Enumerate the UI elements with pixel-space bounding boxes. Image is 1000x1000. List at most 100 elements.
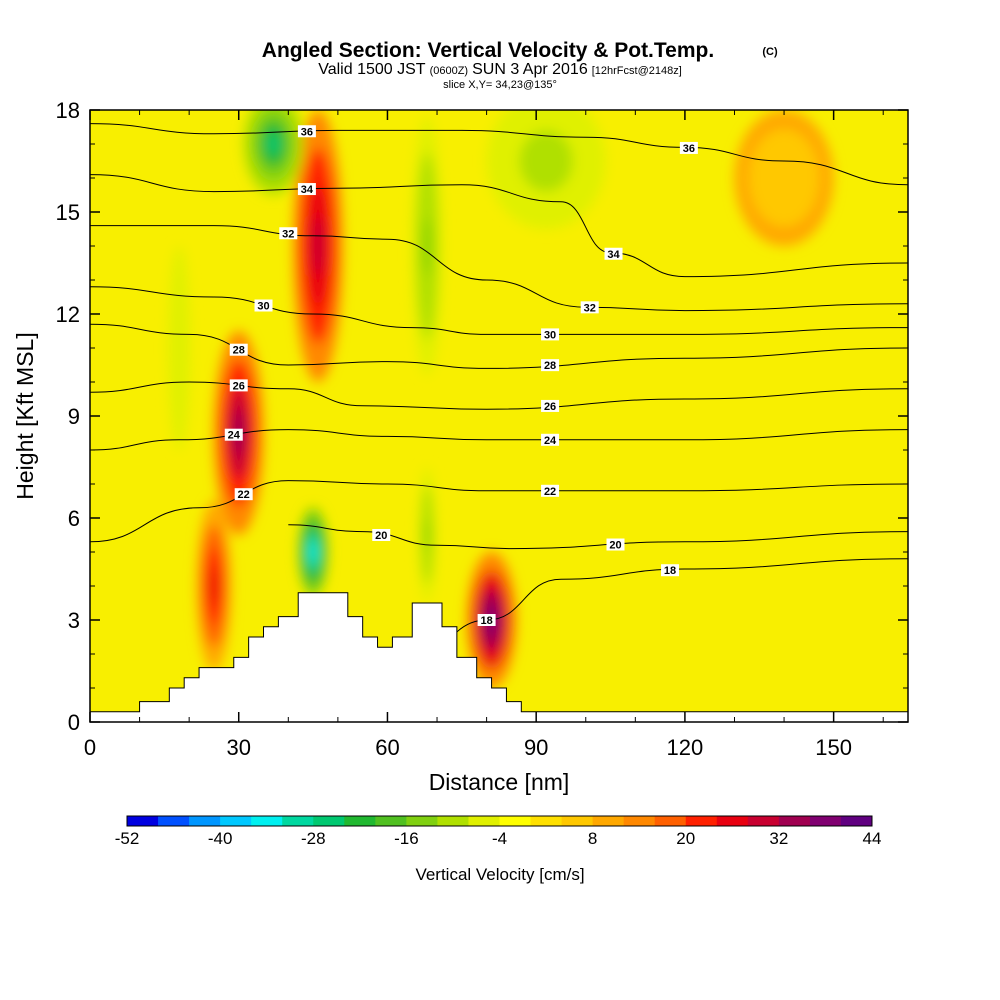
colorbar-swatch	[778, 816, 811, 826]
colorbar-swatch	[809, 816, 842, 826]
chart-title: Angled Section: Vertical Velocity & Pot.…	[262, 39, 778, 62]
theta-contour-label-text: 28	[233, 345, 245, 357]
theta-contour-label-text: 22	[238, 489, 250, 501]
theta-contour-label-text: 36	[301, 126, 313, 138]
theta-contour-label: 18	[661, 564, 680, 577]
theta-contour-label: 36	[679, 141, 698, 155]
theta-contour-36	[90, 123, 908, 186]
colorbar-swatch	[530, 816, 563, 826]
colorbar-tick-label: -40	[208, 829, 233, 848]
colorbar-swatch	[561, 816, 594, 826]
theta-contour-label-text: 20	[609, 540, 621, 552]
x-tick-label: 90	[524, 735, 548, 760]
theta-contour-label-bg	[372, 529, 391, 541]
theta-contour-20	[288, 524, 908, 550]
theta-contour-label: 26	[229, 379, 248, 392]
theta-contour-label-bg	[580, 301, 599, 314]
theta-contour-label-bg	[477, 614, 496, 626]
y-tick-label: 6	[68, 506, 80, 531]
theta-contour-label-text: 24	[228, 430, 241, 442]
theta-contour-label: 28	[541, 359, 560, 372]
colorbar-swatch	[344, 816, 376, 826]
theta-contour-label-text: 26	[544, 401, 556, 413]
theta-contour-label: 20	[372, 529, 391, 542]
colorbar-swatch	[127, 816, 159, 826]
theta-contour-26	[90, 381, 908, 410]
theta-contour-label: 22	[234, 488, 253, 501]
colorbar-swatch	[375, 816, 407, 826]
theta-contour-label-text: 22	[544, 486, 556, 498]
chart-subtitle: Valid 1500 JST (0600Z) SUN 3 Apr 2016 [12hr…	[318, 61, 682, 91]
y-tick-label: 18	[56, 98, 80, 123]
theta-contour-24	[90, 429, 908, 451]
x-tick-label: 0	[84, 735, 96, 760]
colorbar-tick-label: -4	[492, 829, 507, 848]
theta-contour-28	[90, 323, 908, 369]
theta-contour-label: 32	[279, 227, 298, 240]
velocity-cell	[312, 216, 324, 276]
colorbar-ticks: -52 -40 -28 -16 -4 8 20 32 44	[115, 829, 882, 848]
title-main: Angled Section: Vertical Velocity & Pot.…	[262, 39, 714, 62]
velocity-cell	[176, 325, 182, 371]
y-tick-label: 9	[68, 404, 80, 429]
theta-contour-label-text: 30	[257, 301, 269, 313]
theta-contour-label: 34	[297, 183, 316, 196]
subtitle-valid-date: SUN 3 Apr 2016	[472, 61, 588, 78]
theta-contour-34	[90, 174, 908, 278]
colorbar-swatches	[127, 816, 873, 826]
theta-contour-label: 28	[229, 343, 248, 357]
theta-contour-label: 20	[606, 538, 625, 552]
colorbar-tick-label: -28	[301, 829, 326, 848]
terrain	[90, 592, 908, 722]
colorbar-swatch	[654, 816, 687, 826]
colorbar-label: Vertical Velocity [cm/s]	[415, 865, 584, 884]
x-axis: 0 30 60 90 120 150	[84, 110, 884, 760]
theta-contour-label: 32	[580, 301, 599, 314]
theta-contour-label: 24	[541, 433, 560, 447]
theta-contour-label-text: 28	[544, 360, 556, 372]
velocity-cell	[773, 163, 795, 193]
theta-contour-32	[90, 225, 908, 312]
colorbar-swatch	[251, 816, 283, 826]
theta-contour-label-text: 36	[683, 143, 695, 155]
theta-contour-label: 34	[604, 247, 623, 261]
colorbar: -52 -40 -28 -16 -4 8 20 32 44 Vertical Velocity …	[115, 815, 882, 884]
y-tick-label: 12	[56, 302, 80, 327]
velocity-cell	[266, 132, 280, 156]
x-axis-label: Distance [nm]	[429, 769, 570, 795]
theta-contour-labels: 18 18 20 20 22 22 24 24 26 26 28 28 30 30 32 32 34 34 36 36	[224, 125, 698, 627]
colorbar-swatch	[499, 816, 532, 826]
theta-contour-label-text: 24	[544, 435, 557, 447]
colorbar-tick-label: 32	[769, 829, 788, 848]
subtitle-slice: slice X,Y= 34,23@135°	[443, 79, 557, 91]
colorbar-swatch	[747, 816, 780, 826]
colorbar-swatch	[685, 816, 718, 826]
theta-contour-label: 36	[297, 125, 316, 138]
velocity-cell	[309, 542, 317, 562]
velocity-cell	[425, 520, 429, 550]
x-tick-label: 120	[667, 735, 704, 760]
colorbar-swatch	[623, 816, 656, 826]
x-tick-label: 60	[375, 735, 399, 760]
y-tick-label: 0	[68, 710, 80, 735]
colorbar-tick-label: 20	[676, 829, 695, 848]
colorbar-swatch	[716, 816, 749, 826]
theta-contour-22	[90, 480, 908, 543]
colorbar-swatch	[840, 816, 873, 826]
theta-contour-label-bg	[679, 141, 698, 154]
colorbar-swatch	[220, 816, 252, 826]
y-tick-label: 15	[56, 200, 80, 225]
title-mark: (C)	[762, 46, 778, 58]
theta-contour-label: 30	[254, 299, 273, 313]
colorbar-frame	[126, 815, 873, 827]
theta-contour-label: 26	[541, 399, 560, 413]
theta-contour-label-text: 34	[301, 184, 314, 196]
colorbar-swatch	[282, 816, 314, 826]
theta-contour-label-text: 18	[664, 565, 676, 577]
theta-contour-label-bg	[229, 379, 248, 392]
velocity-cell	[533, 146, 560, 176]
subtitle-valid-line: Valid 1500 JST (0600Z) SUN 3 Apr 2016 [12hr…	[318, 61, 682, 78]
colorbar-tick-label: -52	[115, 829, 140, 848]
